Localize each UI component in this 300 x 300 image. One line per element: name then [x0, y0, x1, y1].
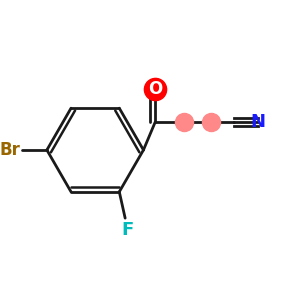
Text: F: F — [122, 221, 134, 239]
Text: O: O — [148, 80, 162, 98]
Text: Br: Br — [0, 141, 21, 159]
Text: N: N — [250, 113, 265, 131]
